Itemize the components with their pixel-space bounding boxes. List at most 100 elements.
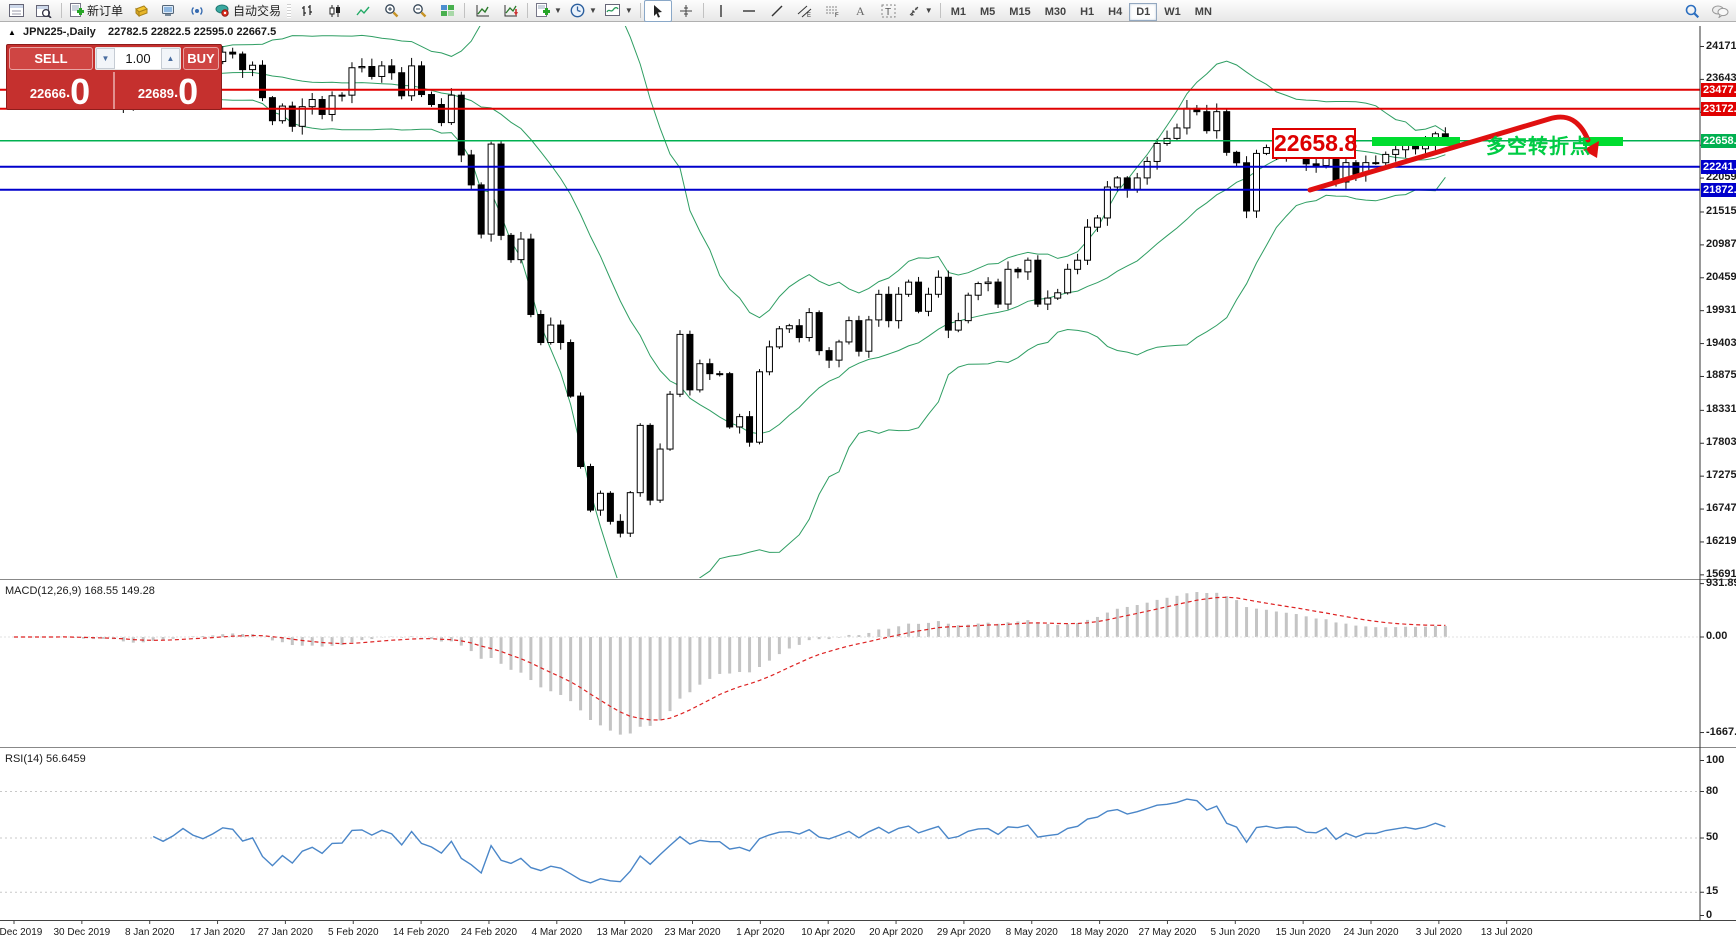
sell-button[interactable]: SELL (9, 47, 93, 70)
macd-label: MACD(12,26,9) 168.55 149.28 (5, 585, 155, 597)
date-label: 14 Feb 2020 (393, 927, 450, 938)
cursor-button[interactable] (643, 0, 672, 22)
timeframe-group: M1 M5 M15 M30 H1 H4 D1 W1 MN (944, 2, 1219, 21)
separator (464, 3, 466, 18)
timeframe-button-m15[interactable]: M15 (1009, 5, 1031, 18)
axis-tick-label: 24171.0 (1706, 39, 1736, 52)
axis-tick-label: 17803.0 (1706, 436, 1736, 449)
separator (939, 3, 941, 18)
autotrading-label: 自动交易 (233, 4, 282, 18)
separator (639, 3, 641, 18)
turning-point-annotation[interactable]: 多空转折点 (1486, 136, 1591, 158)
volume-decrease-button[interactable]: ▼ (96, 48, 115, 69)
date-label: 13 Mar 2020 (596, 927, 653, 938)
timeframe-button-m5[interactable]: M5 (980, 5, 996, 18)
timeframe-button-d1[interactable]: D1 (1129, 2, 1158, 21)
date-label: 1 Apr 2020 (736, 927, 785, 938)
tile-windows-button[interactable] (433, 0, 461, 22)
axis-tick-label: 16747.0 (1706, 502, 1736, 515)
line-chart-button[interactable] (349, 0, 377, 22)
buy-price[interactable]: 22689. 0 (137, 71, 199, 112)
axis-tick-label: 15691.0 (1706, 567, 1736, 580)
signals-button[interactable] (183, 0, 211, 22)
symbol-collapse-icon[interactable]: ▲ (8, 28, 16, 37)
timeframe-button-mn[interactable]: MN (1194, 5, 1212, 18)
templates-button[interactable]: ▼ (601, 0, 637, 22)
add-indicator-caret: ▼ (554, 6, 562, 15)
metaeditor-button[interactable] (127, 0, 155, 22)
new-order-button[interactable]: 新订单 (65, 0, 127, 22)
date-label: 24 Feb 2020 (460, 927, 518, 938)
volume-field[interactable]: 1.00 (115, 48, 161, 69)
date-label: 15 Jun 2020 (1275, 927, 1331, 938)
charts-window-button[interactable] (2, 0, 30, 22)
date-label: 10 Apr 2020 (801, 927, 856, 938)
text-button[interactable]: A (847, 0, 875, 22)
axis-tick-label: -1667.31 (1706, 725, 1736, 738)
rsi-label: RSI(14) 56.6459 (5, 753, 86, 765)
date-label: 5 Feb 2020 (327, 927, 379, 938)
date-label: 3 Jul 2020 (1415, 927, 1462, 938)
zoom-in-button[interactable] (377, 0, 405, 22)
mql-community-button[interactable] (155, 0, 183, 22)
date-label: 18 May 2020 (1070, 927, 1129, 938)
toolbar-grip (287, 3, 292, 18)
data-window-button[interactable] (30, 0, 58, 22)
arrows-caret: ▼ (924, 6, 933, 15)
axis-tick-label: 15 (1706, 885, 1719, 898)
date-label: 8 May 2020 (1005, 927, 1058, 938)
candlestick-button[interactable] (321, 0, 349, 22)
periods-button[interactable]: ▼ (566, 0, 601, 22)
search-button[interactable] (1678, 0, 1706, 22)
level-badge-22241.3: 22241.3 (1701, 159, 1736, 174)
volume-increase-button[interactable]: ▲ (161, 48, 180, 69)
axis-tick-label: 20987.0 (1706, 237, 1736, 250)
date-label: 5 Jun 2020 (1210, 927, 1261, 938)
zoom-out-button[interactable] (405, 0, 433, 22)
indicators-button[interactable] (468, 0, 496, 22)
svg-text:T: T (885, 7, 891, 18)
separator (702, 3, 704, 18)
arrows-button[interactable]: ▼ (903, 0, 937, 22)
fibonacci-button[interactable]: F (819, 0, 847, 22)
date-label: 27 May 2020 (1138, 927, 1197, 938)
timeframe-button-h1[interactable]: H1 (1080, 5, 1095, 18)
chart-title: ▲ JPN225-,Daily 22782.5 22822.5 22595.0 … (8, 26, 276, 38)
timeframe-button-h4[interactable]: H4 (1108, 5, 1123, 18)
timeframe-button-w1[interactable]: W1 (1164, 5, 1181, 18)
trendline-button[interactable] (763, 0, 791, 22)
level-badge-21872.1: 21872.1 (1701, 182, 1736, 197)
timeframe-button-m30[interactable]: M30 (1044, 5, 1067, 18)
chart-window[interactable]: ▲ JPN225-,Daily 22782.5 22822.5 22595.0 … (0, 23, 1736, 942)
crosshair-button[interactable] (672, 0, 700, 22)
date-label: 24 Jun 2020 (1343, 927, 1399, 938)
buy-button[interactable]: BUY (183, 47, 219, 70)
axis-tick-label: 23643.0 (1706, 72, 1736, 85)
date-label: 20 Apr 2020 (869, 927, 924, 938)
date-label: 30 Dec 2019 (53, 927, 111, 938)
axis-tick-label: 16219.0 (1706, 534, 1736, 547)
svg-text:E: E (807, 13, 811, 18)
axis-tick-label: 19403.0 (1706, 336, 1736, 349)
equidistant-channel-button[interactable]: E (791, 0, 819, 22)
timeframe-button-m1[interactable]: M1 (950, 5, 966, 18)
price-annotation-box[interactable]: 22658.8 (1272, 128, 1357, 159)
sell-price[interactable]: 22666. 0 (7, 72, 115, 110)
vertical-line-button[interactable] (707, 0, 735, 22)
axis-tick-label: 19931.0 (1706, 303, 1736, 316)
text-label-button[interactable]: T (875, 0, 903, 22)
horizontal-line-button[interactable] (735, 0, 763, 22)
indicator-windows-button[interactable] (496, 0, 524, 22)
date-label: 20 Dec 2019 (0, 927, 43, 938)
chart-canvas[interactable] (0, 23, 1736, 942)
chat-button[interactable] (1706, 0, 1734, 22)
level-badge-22658.8: 22658.8 (1701, 133, 1736, 148)
date-label: 4 Mar 2020 (531, 927, 583, 938)
add-indicator-button[interactable]: ▼ (531, 0, 566, 22)
autotrading-button[interactable]: 自动交易 (211, 0, 285, 22)
axis-tick-label: 18875.0 (1706, 369, 1736, 382)
axis-tick-label: 0 (1706, 908, 1713, 921)
main-toolbar: 新订单 自动交易 ▼ ▼ ▼ E F A T ▼ M1 M5 M15 M30 H1 H4 D… (0, 0, 1736, 22)
bar-chart-button[interactable] (293, 0, 321, 22)
separator (61, 3, 62, 18)
